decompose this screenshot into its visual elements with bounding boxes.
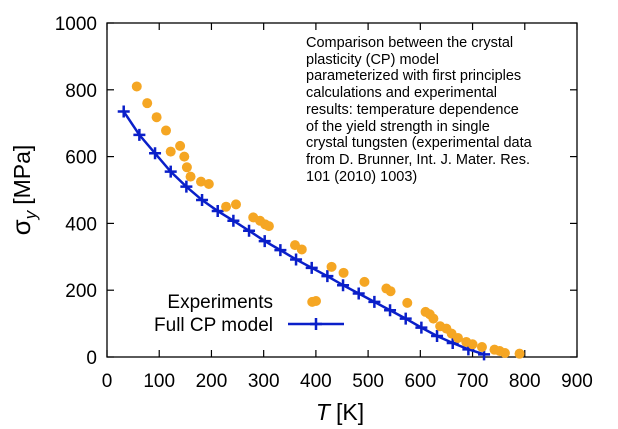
annotation-line: from D. Brunner, Int. J. Mater. Res. bbox=[306, 151, 531, 168]
experiment-point bbox=[179, 151, 190, 162]
experiment-point bbox=[514, 348, 525, 359]
cp-model-series bbox=[117, 105, 491, 361]
plot-border bbox=[106, 22, 578, 358]
plot-frame bbox=[106, 22, 578, 358]
experiment-point bbox=[131, 81, 142, 92]
x-tick-label: 0 bbox=[102, 371, 113, 392]
legend-label-experiments: Experiments bbox=[167, 292, 273, 313]
cp-model-point bbox=[243, 224, 256, 237]
experiment-point bbox=[326, 261, 337, 272]
experiment-point bbox=[467, 339, 478, 350]
x-axis-title: T [K] bbox=[316, 399, 364, 425]
y-tick-label: 600 bbox=[65, 148, 97, 169]
cp-model-point bbox=[399, 312, 412, 325]
experiment-point bbox=[175, 140, 186, 151]
experiments-series bbox=[131, 81, 525, 359]
x-axis-ticks: 0 100 200 300 400 500 600 700 800 900 bbox=[102, 23, 593, 392]
x-axis-unit: [K] bbox=[336, 399, 364, 425]
y-axis-symbol: σ bbox=[6, 219, 36, 235]
cp-model-point bbox=[274, 244, 287, 257]
experiment-point bbox=[165, 146, 176, 157]
cp-model-point bbox=[180, 180, 193, 193]
cp-model-point bbox=[211, 205, 224, 218]
y-axis-ticks: 0 200 400 600 800 1000 bbox=[55, 14, 577, 369]
cp-model-point bbox=[290, 253, 303, 266]
annotation-line: crystal tungsten (experimental data bbox=[306, 135, 532, 152]
cp-model-point bbox=[368, 295, 381, 308]
experiment-point bbox=[221, 201, 232, 212]
cp-model-point bbox=[446, 336, 459, 349]
cp-model-line bbox=[122, 110, 485, 356]
experiment-point bbox=[402, 297, 413, 308]
cp-model-point bbox=[415, 321, 428, 334]
experiment-point bbox=[428, 313, 439, 324]
y-tick-label: 200 bbox=[65, 281, 97, 302]
cp-model-point bbox=[227, 214, 240, 227]
annotation-line: Comparison between the crystal bbox=[306, 35, 514, 51]
cp-model-point bbox=[384, 304, 397, 317]
x-tick-label: 800 bbox=[509, 371, 541, 392]
chart-annotation: Comparison between the crystal plasticity… bbox=[306, 35, 586, 185]
legend-marker-cp-model bbox=[310, 318, 322, 330]
x-axis-symbol: T bbox=[316, 399, 332, 425]
experiment-point bbox=[142, 98, 153, 109]
cp-model-point bbox=[431, 329, 444, 342]
y-axis-unit: [MPa] bbox=[9, 145, 35, 205]
x-tick-label: 200 bbox=[196, 371, 228, 392]
x-tick-label: 900 bbox=[561, 371, 593, 392]
experiment-point bbox=[296, 244, 307, 255]
experiment-point bbox=[338, 267, 349, 278]
y-axis-title: σy [MPa] bbox=[6, 145, 40, 236]
experiment-point bbox=[385, 286, 396, 297]
experiment-point bbox=[476, 341, 487, 352]
experiment-point bbox=[151, 112, 162, 123]
cp-model-point bbox=[196, 194, 209, 207]
y-tick-label: 400 bbox=[65, 214, 97, 235]
cp-model-point bbox=[149, 147, 162, 160]
experiment-point bbox=[196, 176, 206, 187]
cp-model-point bbox=[321, 270, 334, 283]
legend: Experiments Full CP model bbox=[154, 292, 344, 336]
x-tick-label: 300 bbox=[248, 371, 280, 392]
experiment-point bbox=[185, 171, 196, 182]
cp-model-point bbox=[117, 105, 130, 118]
y-tick-label: 0 bbox=[86, 348, 97, 369]
cp-model-point bbox=[352, 287, 365, 300]
x-tick-label: 100 bbox=[143, 371, 175, 392]
experiment-point bbox=[230, 199, 241, 210]
experiment-point bbox=[161, 125, 172, 136]
annotation-line: of the yield strength in single bbox=[306, 118, 490, 135]
cp-model-point bbox=[305, 261, 318, 274]
x-tick-label: 700 bbox=[457, 371, 489, 392]
annotation-line: results: temperature dependence bbox=[306, 101, 519, 118]
annotation-line: calculations and experimental bbox=[306, 85, 498, 102]
annotation-line: 101 (2010) 1003) bbox=[306, 168, 418, 185]
experiment-point bbox=[263, 221, 274, 232]
legend-marker-experiments bbox=[311, 296, 321, 306]
cp-model-point bbox=[337, 279, 350, 292]
experiment-point bbox=[499, 347, 510, 358]
experiment-point bbox=[181, 162, 192, 173]
experiment-point bbox=[359, 276, 370, 287]
x-tick-label: 600 bbox=[404, 371, 436, 392]
x-tick-label: 500 bbox=[352, 371, 384, 392]
annotation-line: parameterized with first principles bbox=[306, 68, 522, 85]
experiment-point bbox=[452, 332, 463, 343]
cp-model-point bbox=[258, 235, 271, 248]
cp-model-point bbox=[164, 165, 177, 178]
legend-label-cp-model: Full CP model bbox=[154, 315, 273, 336]
x-tick-label: 400 bbox=[300, 371, 332, 392]
y-tick-label: 1000 bbox=[55, 14, 97, 35]
annotation-line: plasticity (CP) model bbox=[306, 51, 439, 68]
y-axis-subscript: y bbox=[21, 209, 40, 220]
experiment-point bbox=[203, 178, 214, 189]
cp-model-point bbox=[133, 128, 146, 141]
y-tick-label: 800 bbox=[65, 81, 97, 102]
